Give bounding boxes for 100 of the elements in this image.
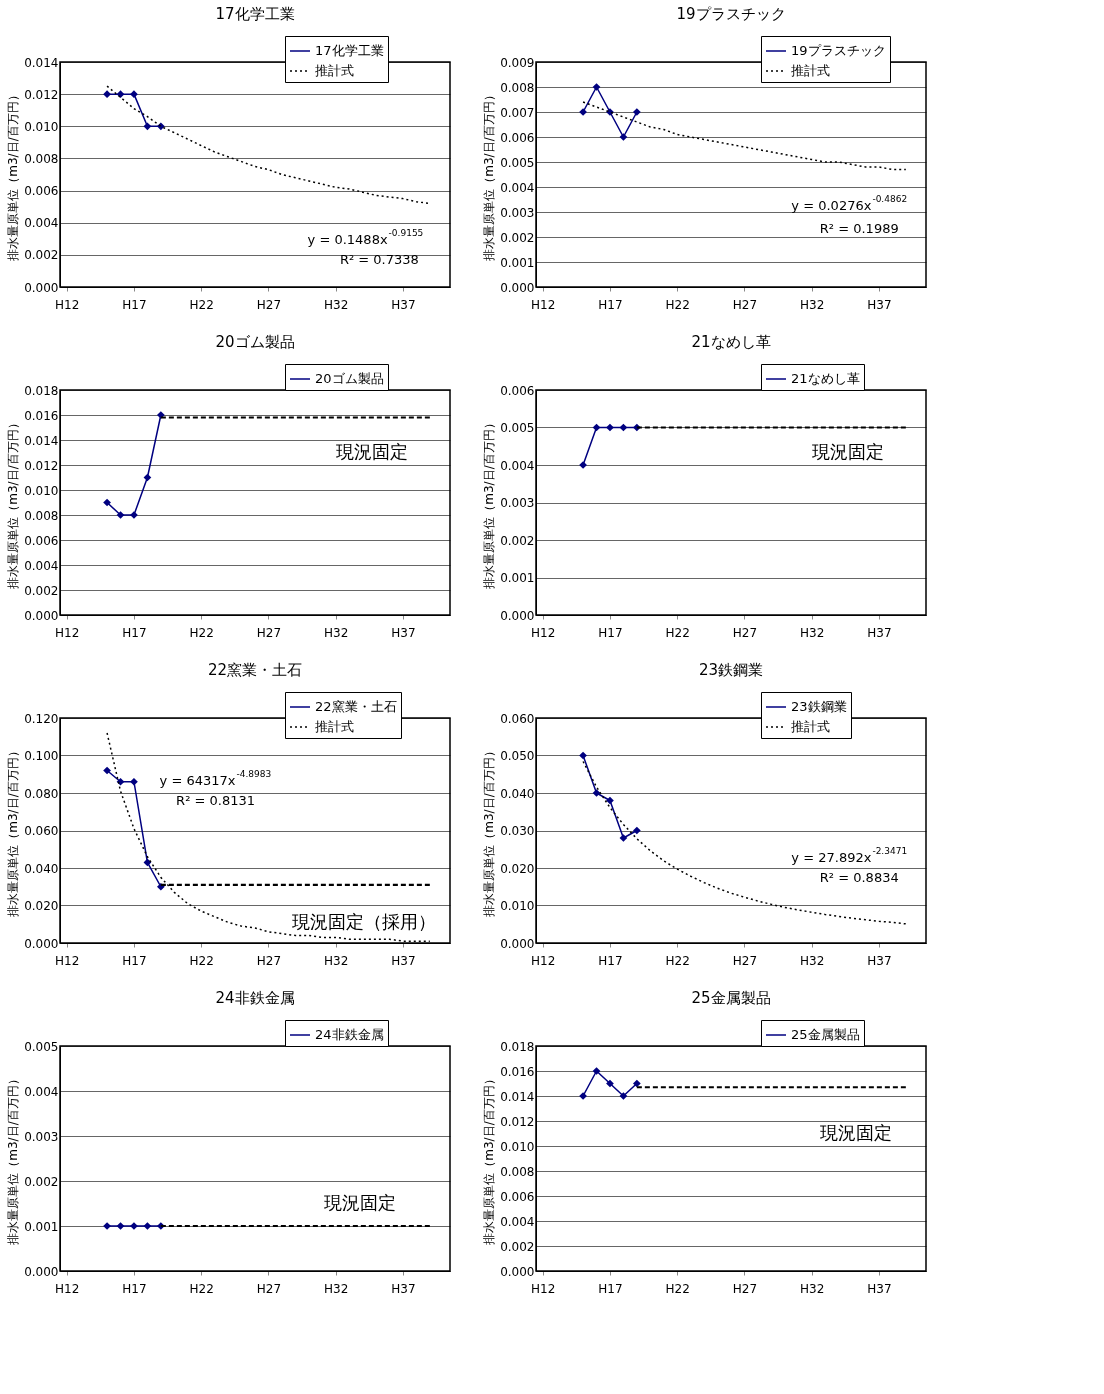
y-tick-label: 0.004 xyxy=(24,558,59,573)
y-axis-title: 排水量原単位（m3/日/百万円） xyxy=(6,1073,21,1245)
y-tick-label: 0.008 xyxy=(500,80,535,95)
x-tick-label: H37 xyxy=(391,625,416,640)
x-tick-label: H27 xyxy=(732,953,758,968)
legend-label: 推計式 xyxy=(791,719,830,734)
x-tick-label: H17 xyxy=(122,953,147,968)
x-tick-label: H32 xyxy=(324,297,349,312)
y-tick-label: 0.020 xyxy=(24,899,59,913)
y-tick-label: 0.006 xyxy=(500,1189,535,1204)
y-axis-title: 排水量原単位（m3/日/百万円） xyxy=(482,1073,497,1245)
x-tick-label: H37 xyxy=(391,297,416,312)
point xyxy=(632,108,641,116)
x-tick-label: H22 xyxy=(665,625,690,640)
y-tick-label: 0.010 xyxy=(500,899,535,913)
x-tick-label: H27 xyxy=(256,1281,282,1296)
chart-title: 17化学工業 xyxy=(215,4,295,23)
y-tick-label: 0.040 xyxy=(500,786,535,801)
point xyxy=(606,1079,614,1088)
point xyxy=(103,498,111,507)
y-tick-label: 0.006 xyxy=(24,533,59,548)
y-tick-label: 0.006 xyxy=(24,184,59,199)
y-tick-label: 0.004 xyxy=(24,216,59,231)
x-tick-label: H17 xyxy=(598,953,623,968)
x-tick-label: H27 xyxy=(256,625,282,640)
x-tick-label: H17 xyxy=(122,1281,147,1296)
point xyxy=(103,766,111,775)
y-tick-label: 0.016 xyxy=(500,1064,535,1079)
x-tick-label: H32 xyxy=(800,625,825,640)
x-tick-label: H22 xyxy=(189,625,214,640)
x-tick-label: H12 xyxy=(531,953,556,968)
x-tick-label: H32 xyxy=(800,1281,825,1296)
y-tick-label: 0.001 xyxy=(24,1219,59,1234)
y-tick-label: 0.004 xyxy=(24,1084,59,1099)
x-tick-label: H27 xyxy=(256,297,282,312)
point xyxy=(592,789,601,797)
x-tick-label: H32 xyxy=(800,297,825,312)
y-axis-title: 排水量原単位（m3/日/百万円） xyxy=(482,417,497,589)
x-tick-label: H27 xyxy=(732,625,758,640)
chart-title: 22窯業・土石 xyxy=(207,660,303,679)
annotation: 現況固定 xyxy=(336,441,408,462)
y-tick-label: 0.012 xyxy=(24,87,59,102)
legend-label: 19プラスチック xyxy=(791,43,886,58)
x-tick-label: H12 xyxy=(55,1281,80,1296)
x-tick-label: H17 xyxy=(122,625,147,640)
y-tick-label: 0.007 xyxy=(500,105,535,120)
y-tick-label: 0.016 xyxy=(24,408,59,423)
x-tick-label: H12 xyxy=(55,625,80,640)
y-tick-label: 0.008 xyxy=(24,508,59,523)
y-tick-label: 0.012 xyxy=(500,1114,535,1129)
y-tick-label: 0.120 xyxy=(24,711,59,726)
x-tick-label: H22 xyxy=(665,1281,690,1296)
point xyxy=(116,511,125,519)
y-tick-label: 0.000 xyxy=(500,608,535,623)
x-tick-label: H37 xyxy=(391,1281,416,1296)
x-tick-label: H32 xyxy=(324,953,349,968)
x-tick-label: H22 xyxy=(665,297,690,312)
y-tick-label: 0.002 xyxy=(500,230,535,245)
y-tick-label: 0.008 xyxy=(24,151,59,166)
point xyxy=(632,826,641,835)
x-tick-label: H32 xyxy=(324,1281,349,1296)
y-tick-label: 0.014 xyxy=(500,1089,535,1104)
y-tick-label: 0.003 xyxy=(24,1129,59,1144)
y-tick-label: 0.080 xyxy=(24,786,59,801)
y-axis-title: 排水量原単位（m3/日/百万円） xyxy=(6,417,21,589)
y-tick-label: 0.002 xyxy=(24,583,59,598)
y-tick-label: 0.002 xyxy=(500,1239,535,1254)
point xyxy=(619,834,628,842)
y-tick-label: 0.020 xyxy=(500,861,535,876)
y-tick-label: 0.010 xyxy=(24,483,59,498)
x-tick-label: H32 xyxy=(324,625,349,640)
x-tick-label: H22 xyxy=(189,297,214,312)
y-tick-label: 0.014 xyxy=(24,433,59,448)
y-tick-label: 0.100 xyxy=(24,749,59,763)
x-tick-label: H12 xyxy=(531,1281,556,1296)
annotation: R² = 0.1989 xyxy=(819,220,899,236)
y-tick-label: 0.003 xyxy=(500,205,535,220)
legend-label: 20ゴム製品 xyxy=(315,371,384,386)
y-tick-label: 0.060 xyxy=(500,711,535,726)
annotation: 現況固定 xyxy=(819,1121,892,1143)
x-tick-label: H37 xyxy=(867,297,892,312)
chart-title: 25金属製品 xyxy=(691,988,771,1007)
y-axis-title: 排水量原単位（m3/日/百万円） xyxy=(482,89,497,261)
y-tick-label: 0.040 xyxy=(24,861,59,876)
y-tick-label: 0.002 xyxy=(24,248,59,263)
y-tick-label: 0.000 xyxy=(500,936,535,951)
x-tick-label: H37 xyxy=(391,953,416,968)
y-tick-label: 0.014 xyxy=(24,55,59,70)
y-tick-label: 0.001 xyxy=(500,255,535,270)
annotation: R² = 0.8834 xyxy=(819,869,899,885)
x-tick-label: H22 xyxy=(665,953,690,968)
y-axis-title: 排水量原単位（m3/日/百万円） xyxy=(6,745,21,917)
x-tick-label: H37 xyxy=(867,953,892,968)
x-tick-label: H12 xyxy=(531,625,556,640)
point xyxy=(579,751,587,760)
legend-label: 推計式 xyxy=(791,63,830,78)
x-tick-label: H17 xyxy=(598,1281,623,1296)
y-tick-label: 0.005 xyxy=(500,421,535,435)
point xyxy=(116,777,125,786)
chart-title: 21なめし革 xyxy=(691,332,771,351)
